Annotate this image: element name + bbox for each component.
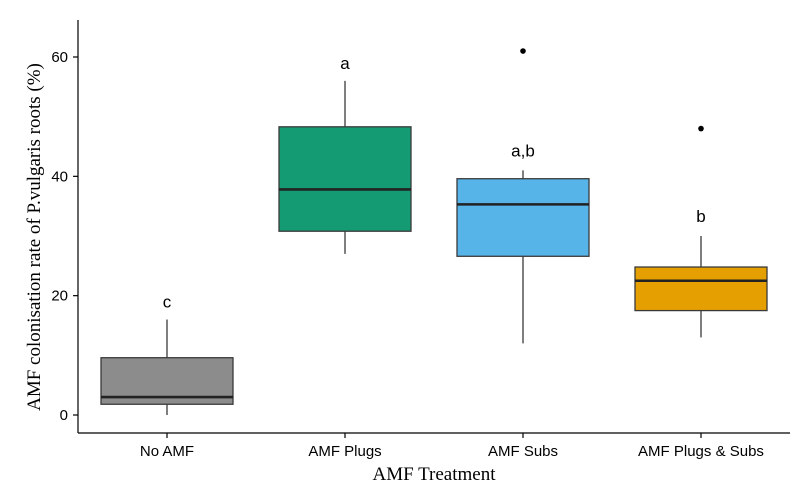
x-axis-ticks: No AMF AMF Plugs AMF Subs AMF Plugs & Subs xyxy=(140,433,764,460)
box-no-amf: c xyxy=(100,293,234,415)
y-tick-label: 0 xyxy=(60,407,68,424)
y-tick-label: 60 xyxy=(51,49,68,66)
outlier-point xyxy=(520,48,526,54)
box-iqr xyxy=(278,126,412,232)
box-amf-subs: a,b xyxy=(456,48,590,344)
x-tick-label: No AMF xyxy=(140,443,194,460)
significance-letter: c xyxy=(163,293,172,312)
box-iqr xyxy=(634,266,768,312)
outlier-point xyxy=(698,125,704,132)
box-series: c a a,b b xyxy=(100,48,768,415)
y-tick-label: 40 xyxy=(51,168,68,185)
y-axis-ticks: 0 20 40 60 xyxy=(51,49,78,424)
significance-letter: a,b xyxy=(511,141,535,160)
y-tick-label: 20 xyxy=(51,288,68,305)
x-tick-label: AMF Subs xyxy=(488,443,558,460)
box-amf-plugs: a xyxy=(278,54,412,254)
y-axis-title: AMF colonisation rate of P.vulgaris root… xyxy=(24,63,45,411)
box-iqr xyxy=(456,178,590,257)
box-amf-plugs-subs: b xyxy=(634,125,768,338)
significance-letter: b xyxy=(696,207,705,226)
x-tick-label: AMF Plugs & Subs xyxy=(638,443,764,460)
x-axis-title: AMF Treatment xyxy=(373,464,497,484)
significance-letter: a xyxy=(340,54,350,73)
x-tick-label: AMF Plugs xyxy=(308,443,381,460)
